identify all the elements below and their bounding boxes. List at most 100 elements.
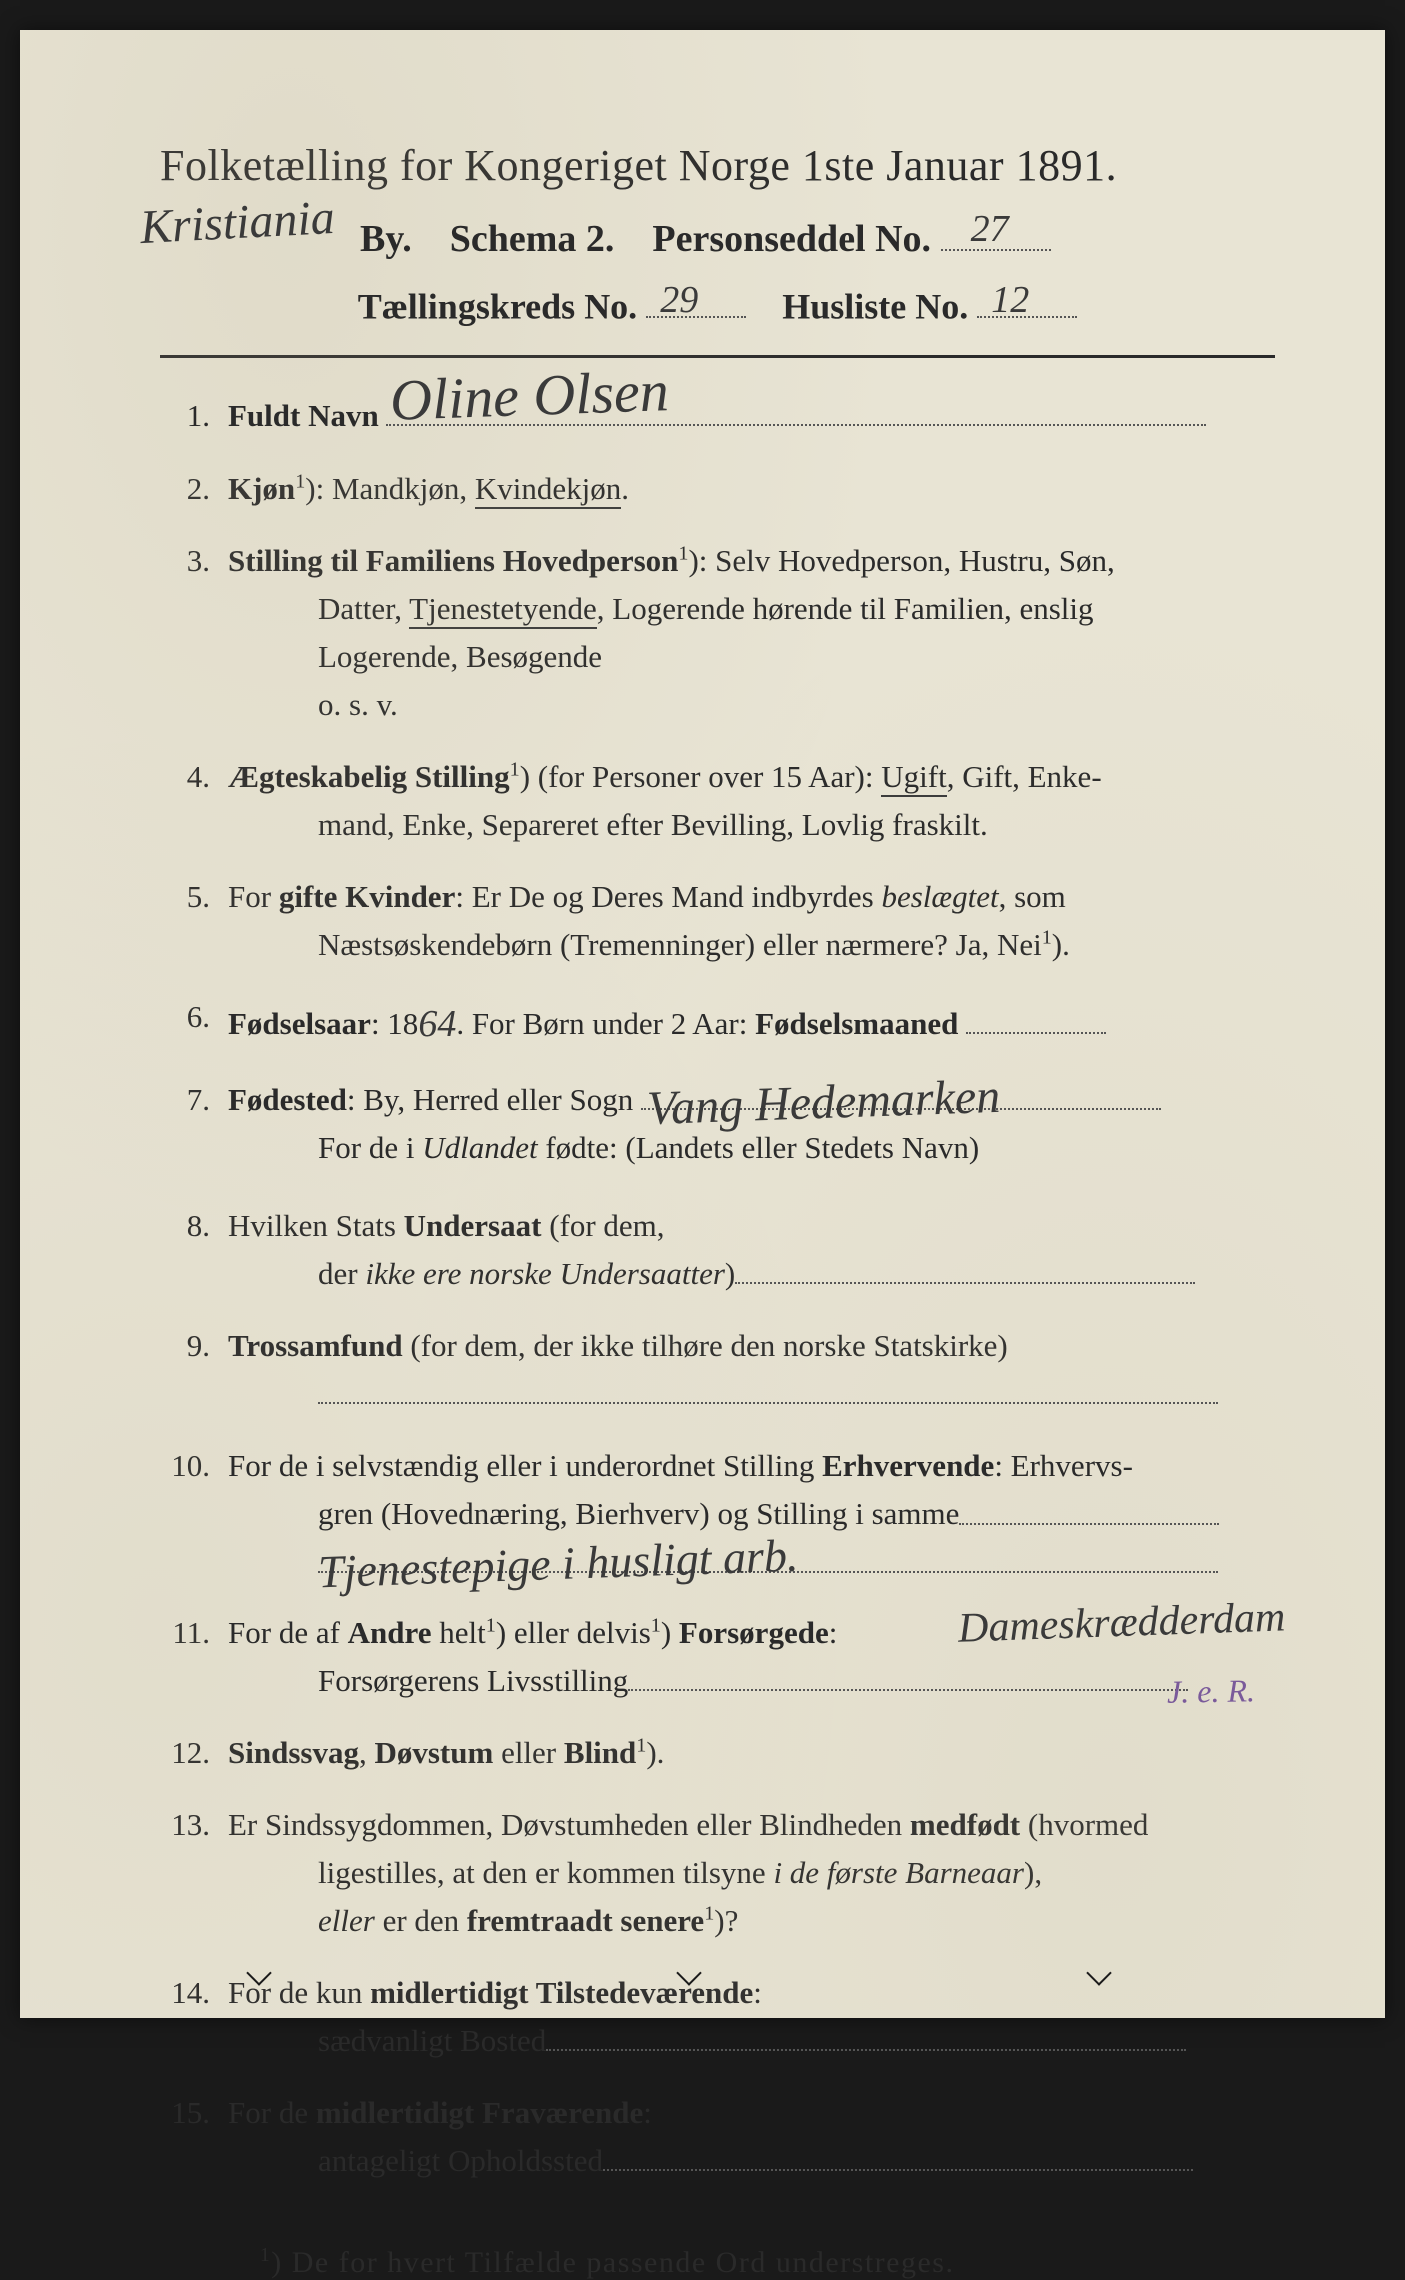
text: For de — [228, 2095, 316, 2130]
form-entries: 1. Fuldt Navn Oline Olsen 2. Kjøn1): Man… — [160, 392, 1275, 2185]
text: er den — [375, 1903, 467, 1938]
text: Forsørgerens Livsstilling — [318, 1663, 628, 1698]
text: : 18 — [371, 1006, 418, 1041]
field-label: Erhvervende — [822, 1448, 994, 1483]
text: Logerende, Besøgende — [228, 633, 1275, 681]
text: o. s. v. — [228, 681, 1275, 729]
annotation-purple: J. e. R. — [1167, 1666, 1256, 1717]
sup: 1 — [636, 1734, 646, 1756]
text: ): Mandkjøn, — [305, 471, 475, 506]
text: Datter, — [318, 591, 409, 626]
text: ) (for Personer over 15 Aar): — [520, 759, 882, 794]
text: mand, Enke, Separeret efter Bevilling, L… — [228, 801, 1275, 849]
text: , som — [999, 879, 1066, 914]
text: : — [829, 1615, 838, 1650]
field-num: 5. — [160, 873, 228, 969]
sup: 1 — [704, 1903, 714, 1925]
field-6: 6. Fødselsaar: 1864. For Børn under 2 Aa… — [160, 993, 1275, 1052]
field-9: 9. Trossamfund (for dem, der ikke tilhør… — [160, 1322, 1275, 1418]
footnote: 1) De for hvert Tilfælde passende Ord un… — [160, 2245, 1275, 2280]
field-label: Forsørgede — [679, 1615, 829, 1650]
field-num: 15. — [160, 2089, 228, 2185]
field-label: Trossamfund — [228, 1328, 403, 1363]
footnote-text: ) De for hvert Tilfælde passende Ord und… — [271, 2246, 954, 2279]
sup: 1 — [1042, 927, 1052, 949]
italic-text: i de første Barneaar — [773, 1855, 1024, 1890]
italic-text: Udlandet — [422, 1130, 537, 1165]
schema-label: Schema 2. — [450, 218, 615, 260]
occupation-handwritten: Tjenestepige i husligt arb. — [317, 1535, 799, 1593]
by-label: By. — [360, 218, 412, 260]
text: ), — [1024, 1855, 1042, 1890]
text: gren (Hovednæring, Bierhverv) og Stillin… — [318, 1497, 959, 1532]
text: fødte: (Landets eller Stedets Navn) — [538, 1130, 980, 1165]
text: For de kun — [228, 1975, 370, 2010]
text: ligestilles, at den er kommen tilsyne — [318, 1855, 773, 1890]
sup: 1 — [486, 1614, 496, 1636]
field-num: 9. — [160, 1322, 228, 1418]
text: (hvormed — [1020, 1807, 1148, 1842]
text: . — [621, 471, 629, 506]
text: For de i — [318, 1130, 422, 1165]
underlined-option: Tjenestetyende — [409, 591, 597, 629]
text: (for dem, der ikke tilhøre den norske St… — [403, 1328, 1008, 1363]
text: For — [228, 879, 279, 914]
text: ) — [661, 1615, 679, 1650]
underlined-option: Ugift — [881, 759, 946, 797]
italic-text: eller — [318, 1903, 375, 1938]
italic-text: ikke ere norske Undersaatter — [365, 1256, 725, 1291]
field-label: midlertidigt Fraværende — [316, 2095, 643, 2130]
text: ). — [1052, 927, 1070, 962]
text: ) — [725, 1256, 735, 1291]
text: ). — [646, 1735, 664, 1770]
field-label: Fødested — [228, 1082, 347, 1117]
underlined-option: Kvindekjøn — [475, 471, 621, 509]
text: der — [318, 1256, 365, 1291]
text: )? — [714, 1903, 738, 1938]
field-num: 10. — [160, 1442, 228, 1584]
field-2: 2. Kjøn1): Mandkjøn, Kvindekjøn. — [160, 465, 1275, 513]
field-4: 4. Ægteskabelig Stilling1) (for Personer… — [160, 753, 1275, 849]
sup: 1 — [295, 470, 305, 492]
sup: 1 — [260, 2245, 271, 2266]
text: Næstsøskendebørn (Tremenninger) eller næ… — [318, 927, 1042, 962]
sup: 1 — [651, 1614, 661, 1636]
birthplace-handwritten: Vang Hedemarken — [646, 1075, 1001, 1130]
text: : Er De og Deres Mand indbyrdes — [455, 879, 881, 914]
kreds-line: Tællingskreds No. 29 Husliste No. 12 — [160, 279, 1275, 328]
provider-handwritten: Dameskrædderdam — [957, 1599, 1286, 1648]
year-handwritten: 64 — [418, 1003, 456, 1045]
field-label: Fødselsmaaned — [755, 1006, 958, 1041]
text: helt — [431, 1615, 485, 1650]
text: sædvanligt Bosted — [318, 2023, 546, 2058]
field-label: Fødselsaar — [228, 1006, 371, 1041]
italic-text: beslægtet — [881, 879, 998, 914]
text: antageligt Opholdssted — [318, 2143, 603, 2178]
field-15: 15. For de midlertidigt Fraværende: anta… — [160, 2089, 1275, 2185]
text: eller — [493, 1735, 564, 1770]
field-label: Ægteskabelig Stilling — [228, 759, 510, 794]
field-12: 12. Sindssvag, Døvstum eller Blind1). — [160, 1729, 1275, 1777]
field-num: 11. — [160, 1609, 228, 1705]
field-num: 7. — [160, 1076, 228, 1172]
sup: 1 — [678, 542, 688, 564]
kreds-label: Tællingskreds No. — [358, 286, 637, 326]
field-label: midlertidigt Tilstedeværende — [370, 1975, 753, 2010]
field-3: 3. Stilling til Familiens Hovedperson1):… — [160, 537, 1275, 729]
text: . For Børn under 2 Aar: — [456, 1006, 755, 1041]
field-num: 6. — [160, 993, 228, 1052]
name-handwritten: Oline Olsen — [389, 366, 669, 428]
field-label: Kjøn — [228, 471, 295, 506]
text: (for dem, — [541, 1208, 664, 1243]
field-num: 1. — [160, 392, 228, 440]
schema-line: Kristiania By. Schema 2. Personseddel No… — [160, 209, 1275, 261]
personseddel-label: Personseddel No. — [652, 218, 931, 260]
field-num: 14. — [160, 1969, 228, 2065]
field-8: 8. Hvilken Stats Undersaat (for dem, der… — [160, 1202, 1275, 1298]
text: : — [753, 1975, 762, 2010]
text: For de i selvstændig eller i underordnet… — [228, 1448, 822, 1483]
field-11: 11. For de af Andre helt1) eller delvis1… — [160, 1609, 1275, 1705]
field-label: Andre — [348, 1615, 432, 1650]
field-1: 1. Fuldt Navn Oline Olsen — [160, 392, 1275, 440]
field-label: Døvstum — [374, 1735, 493, 1770]
